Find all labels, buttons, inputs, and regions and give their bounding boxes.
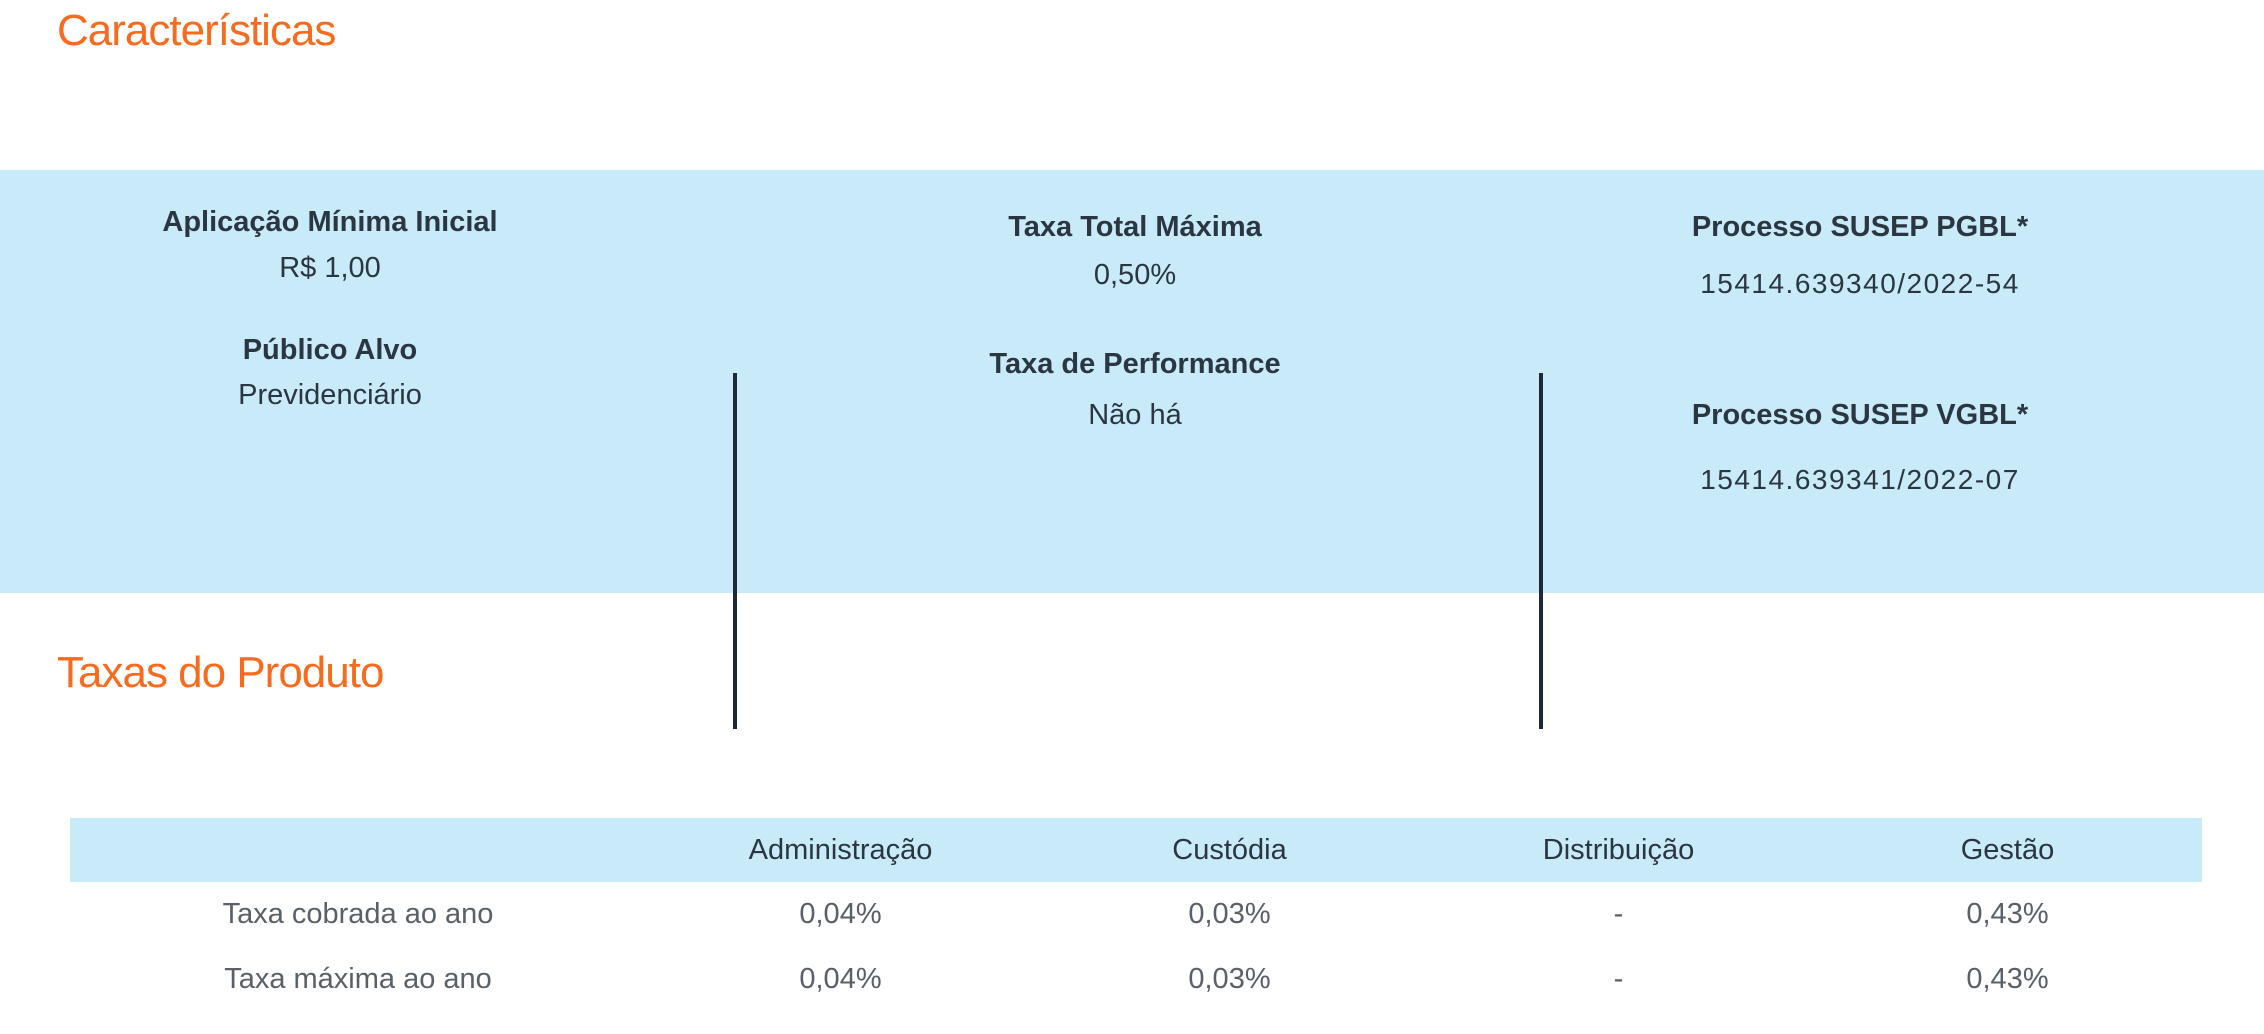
table-row-taxa-cobrada: Taxa cobrada ao ano 0,04% 0,03% - 0,43%	[70, 882, 2202, 947]
cell-distrib: -	[1613, 963, 1624, 995]
performance-fee-label: Taxa de Performance	[989, 348, 1281, 380]
fees-header-custodia: Custódia	[1172, 833, 1287, 866]
susep-pgbl-label: Processo SUSEP PGBL*	[1691, 211, 2029, 243]
cell-custodia: 0,03%	[1188, 898, 1271, 930]
fees-header-gestao: Gestão	[1960, 833, 2055, 866]
min-application-label: Aplicação Mínima Inicial	[162, 206, 498, 238]
cell-distrib: -	[1613, 898, 1624, 930]
fees-section-title: Taxas do Produto	[57, 648, 384, 697]
total-max-fee-label: Taxa Total Máxima	[1008, 211, 1262, 243]
panel-divider-1	[733, 373, 737, 729]
fees-header-distribuicao: Distribuição	[1542, 833, 1695, 866]
cell-admin: 0,04%	[799, 898, 882, 930]
cell-gestao: 0,43%	[1966, 963, 2049, 995]
susep-vgbl-label: Processo SUSEP VGBL*	[1691, 399, 2029, 431]
susep-pgbl-number: 15414.639340/2022-54	[1700, 268, 2020, 299]
cell-admin: 0,04%	[799, 963, 882, 995]
characteristics-section-title: Características	[57, 6, 336, 55]
min-application-value: R$ 1,00	[279, 252, 381, 284]
characteristics-panel: Aplicação Mínima Inicial R$ 1,00 Público…	[0, 170, 2264, 729]
performance-fee-value: Não há	[1088, 399, 1182, 431]
panel-divider-2	[1539, 373, 1543, 729]
total-max-fee-value: 0,50%	[1093, 259, 1177, 291]
fees-table: Administração Custódia Distribuição Gest…	[70, 818, 2202, 1012]
target-audience-label: Público Alvo	[242, 334, 418, 366]
row-label: Taxa cobrada ao ano	[222, 898, 494, 930]
fees-header-administracao: Administração	[748, 833, 933, 866]
table-row-taxa-maxima: Taxa máxima ao ano 0,04% 0,03% - 0,43%	[70, 947, 2202, 1012]
cell-gestao: 0,43%	[1966, 898, 2049, 930]
cell-custodia: 0,03%	[1188, 963, 1271, 995]
fees-table-header-row: Administração Custódia Distribuição Gest…	[70, 818, 2202, 882]
row-label: Taxa máxima ao ano	[224, 963, 492, 995]
target-audience-value: Previdenciário	[238, 379, 422, 411]
susep-vgbl-number: 15414.639341/2022-07	[1700, 464, 2020, 495]
